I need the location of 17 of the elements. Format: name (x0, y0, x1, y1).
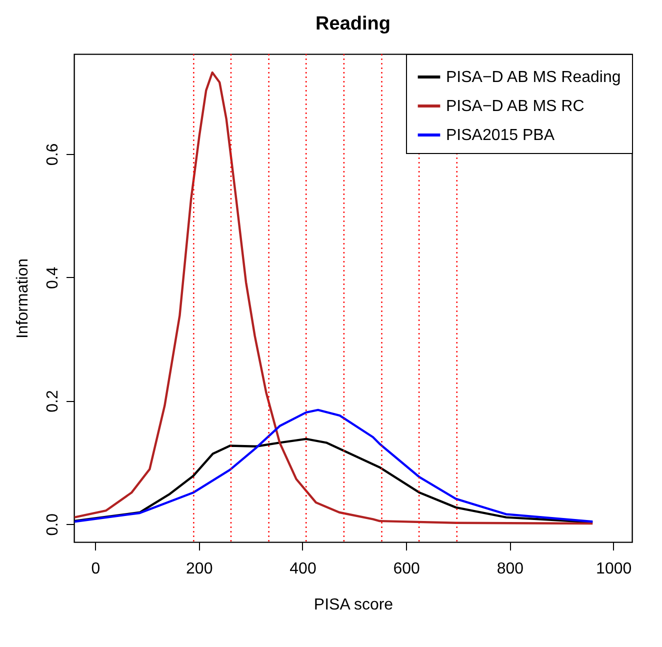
chart-title: Reading (316, 13, 390, 34)
y-axis-title: Information (14, 258, 32, 339)
x-tick-label: 1000 (596, 560, 632, 578)
x-tick-label: 600 (393, 560, 420, 578)
x-axis-title: PISA score (314, 596, 394, 614)
x-tick-label: 400 (290, 560, 316, 578)
y-tick-label: 0.2 (44, 390, 62, 412)
line-series (74, 408, 594, 523)
x-tick-label: 800 (496, 560, 524, 578)
x-tick-label: 200 (186, 560, 213, 578)
legend-label: PISA−D AB MS Reading (446, 69, 621, 86)
legend-label: PISA−D AB MS RC (446, 98, 584, 115)
y-tick-label: 0.0 (44, 513, 62, 536)
x-tick-label: 0 (91, 560, 100, 578)
legend-label: PISA2015 PBA (446, 127, 555, 144)
y-tick-label: 0.4 (44, 266, 62, 289)
y-tick-label: 0.6 (44, 143, 62, 166)
